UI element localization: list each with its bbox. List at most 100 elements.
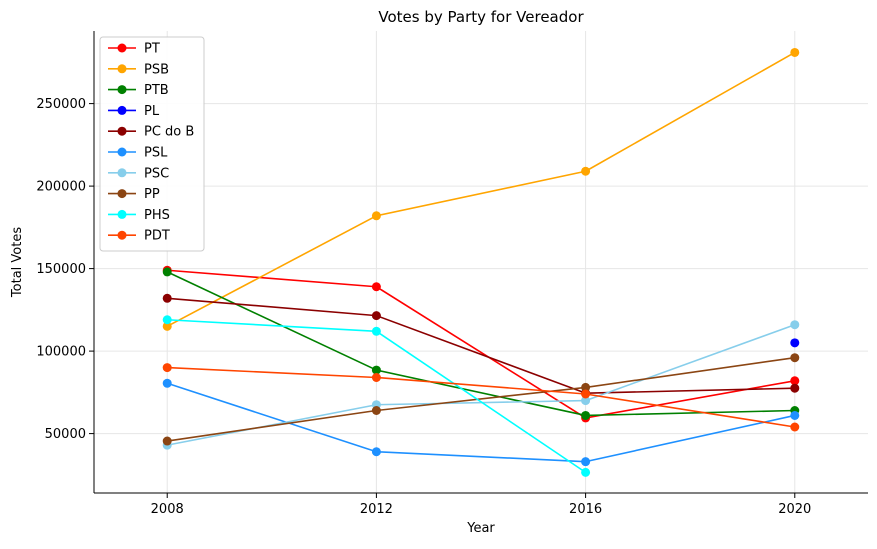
legend-label-ptb: PTB [144, 83, 169, 98]
legend-label-pp: PP [144, 187, 160, 202]
y-tick-label: 150000 [36, 262, 86, 277]
legend-marker-psl [117, 147, 127, 157]
series-line-pdt [376, 376, 586, 395]
series-psc [162, 320, 800, 450]
data-point-pc-do-b [162, 293, 172, 303]
legend-entry-pc-do-b: PC do B [108, 125, 194, 140]
data-point-ptb [162, 267, 172, 277]
x-tick-label: 2012 [360, 502, 393, 517]
data-point-psb [371, 211, 381, 221]
y-tick-label: 100000 [36, 345, 86, 360]
data-point-psb [162, 321, 172, 331]
series-line-psl [376, 450, 586, 463]
data-point-phs [371, 326, 381, 336]
data-point-pdt [581, 389, 591, 399]
data-point-psl [371, 447, 381, 457]
legend-entry-pdt: PDT [108, 229, 170, 244]
legend-marker-pc-do-b [117, 126, 127, 136]
legend-marker-pl [117, 105, 127, 115]
legend-label-psb: PSB [144, 62, 169, 77]
data-point-pc-do-b [371, 311, 381, 321]
series-line-pc-do-b [167, 297, 377, 317]
legend-marker-ptb [117, 85, 127, 95]
y-tick-label: 50000 [45, 427, 86, 442]
legend-label-pt: PT [144, 42, 160, 57]
data-point-pdt [162, 363, 172, 373]
series-line-psb [376, 170, 586, 217]
series-line-pp [585, 356, 795, 389]
legend-marker-pdt [117, 230, 127, 240]
data-point-psc [581, 396, 591, 406]
x-tick-label: 2016 [569, 502, 602, 517]
legend-label-phs: PHS [144, 208, 170, 223]
series-line-pt [375, 286, 587, 419]
data-point-pt [790, 376, 800, 386]
legend-label-psc: PSC [144, 166, 169, 181]
chart-title: Votes by Party for Vereador [378, 8, 584, 26]
data-point-pdt [371, 373, 381, 382]
legend-entry-psl: PSL [108, 146, 168, 161]
series-pp [162, 353, 800, 446]
legend-label-psl: PSL [144, 146, 168, 161]
series-line-pp [167, 409, 377, 442]
series-pdt [162, 363, 800, 432]
legend: PT PSB PTB PL PC do B PSL PSC PP PHS PDT [99, 36, 205, 252]
legend-entry-phs: PHS [108, 208, 170, 223]
series-line-psb [585, 51, 796, 172]
legend-label-pc-do-b: PC do B [144, 125, 194, 140]
x-tick-label: 2020 [778, 502, 811, 517]
data-point-pc-do-b [790, 383, 800, 393]
data-point-ptb [371, 365, 381, 375]
series-line-ptb [376, 369, 586, 417]
data-point-ptb [581, 410, 591, 420]
legend-entry-pp: PP [108, 187, 160, 202]
data-point-pp [162, 436, 172, 446]
legend-marker-pp [117, 189, 127, 199]
y-tick-label: 250000 [36, 97, 86, 112]
series-line-pc-do-b [376, 314, 586, 394]
series-line-psl [166, 382, 377, 453]
series-pc-do-b [162, 293, 800, 398]
series-line-phs [167, 318, 377, 333]
series-line-ptb [166, 271, 377, 371]
series-line-pt [167, 269, 377, 288]
y-axis-label: Total Votes [10, 227, 25, 298]
data-point-phs [162, 315, 172, 325]
axes-layer: 2008 2012 2016 2020 50000 100000 150000 200000 2… [36, 31, 868, 517]
x-axis-label: Year [466, 521, 495, 536]
series-line-psc [585, 323, 796, 402]
data-point-pl [790, 338, 800, 348]
grid-layer [94, 31, 868, 493]
series-pt [162, 265, 800, 423]
legend-marker-psc [117, 168, 127, 178]
legend-entry-psb: PSB [108, 62, 169, 77]
series-line-pt [585, 380, 795, 419]
data-point-psb [581, 166, 591, 176]
legend-entry-pt: PT [108, 42, 160, 57]
legend-label-pl: PL [144, 104, 160, 119]
series-line-pc-do-b [585, 387, 795, 394]
legend-marker-psb [117, 64, 127, 74]
series-line-psl [585, 414, 795, 463]
data-point-psc [790, 320, 800, 330]
series-psl [162, 378, 800, 467]
legend-marker-pt [117, 43, 127, 53]
data-point-psl [581, 457, 591, 467]
series-line-phs [375, 330, 587, 474]
series-psb [162, 47, 800, 331]
series-line-psc [167, 403, 377, 446]
series-line-psb [166, 215, 377, 328]
data-point-phs [581, 467, 591, 477]
series-pl [790, 338, 800, 348]
legend-entry-psc: PSC [108, 166, 169, 181]
series-line-pdt [167, 366, 377, 379]
x-tick-label: 2008 [151, 502, 184, 517]
series-line-ptb [585, 409, 795, 417]
data-point-pt [371, 282, 381, 292]
y-tick-label: 200000 [36, 180, 86, 195]
data-point-pp [371, 406, 381, 415]
legend-entry-pl: PL [108, 104, 160, 119]
legend-entry-ptb: PTB [108, 83, 169, 98]
